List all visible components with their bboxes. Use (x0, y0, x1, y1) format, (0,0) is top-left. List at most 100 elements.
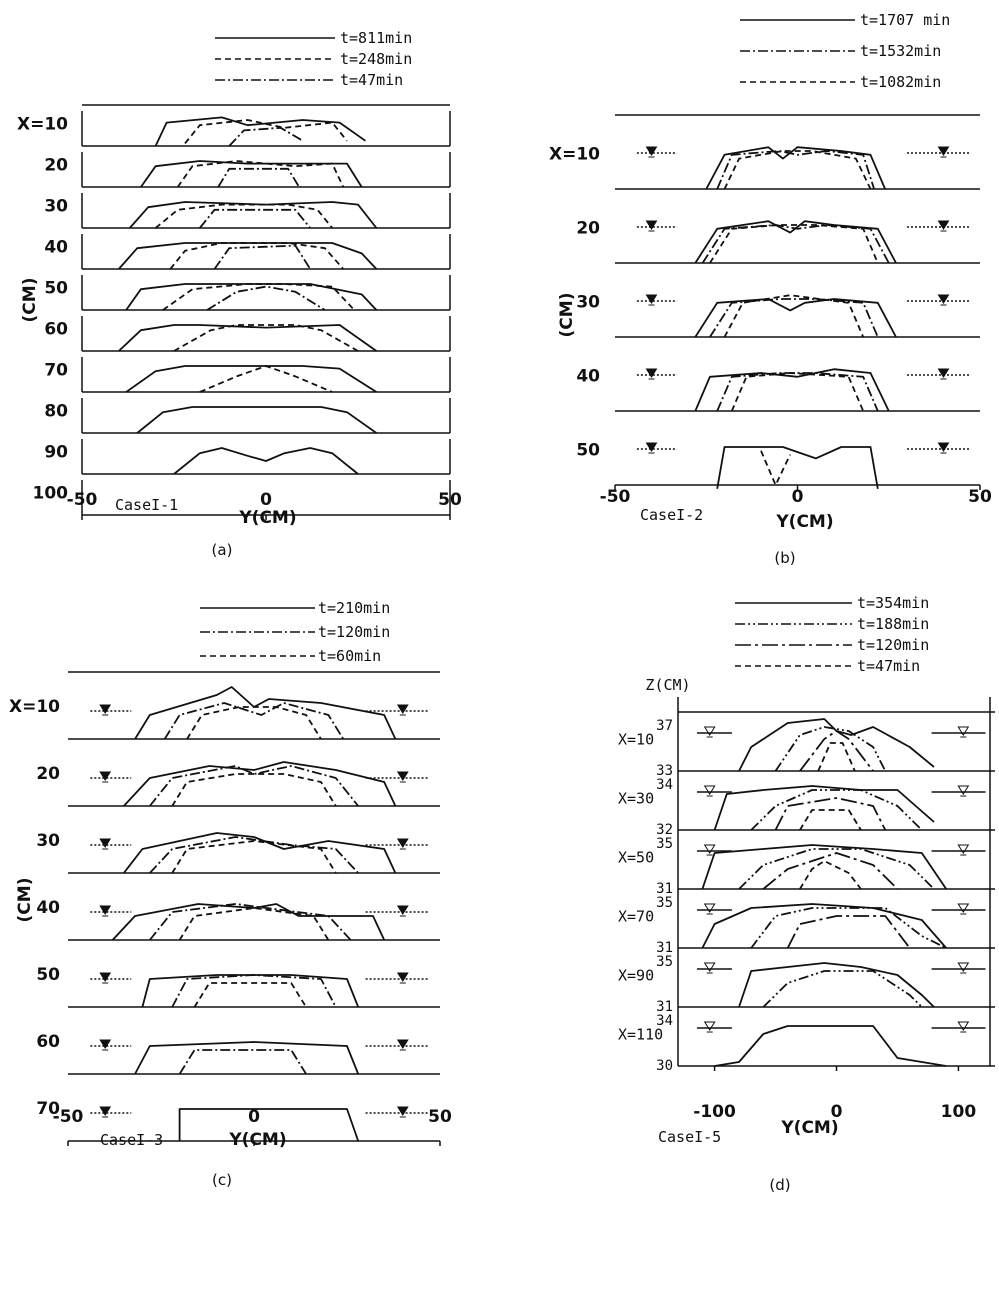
profile-line (125, 283, 378, 311)
water-level-icon (937, 442, 950, 452)
water-level-icon (703, 726, 716, 736)
profile-line (714, 1025, 947, 1067)
row-label: 20 (36, 764, 60, 784)
profile-line (125, 365, 377, 393)
profile-line (206, 285, 326, 311)
z-axis-label: Z(CM) (645, 676, 690, 694)
water-level-icon (645, 442, 658, 452)
water-level-icon (396, 704, 409, 714)
row-label: X=10 (618, 730, 654, 748)
water-level-icon (396, 838, 409, 848)
panel-1: t=1707 min t=1532min t=1082min X=10 20 30 40 50… (549, 11, 992, 567)
row-40: 40 (44, 234, 451, 270)
profile-line (123, 832, 397, 874)
x-tick-label: 100 (941, 1102, 977, 1122)
water-level-icon (99, 1106, 112, 1116)
profile-line (178, 1049, 307, 1075)
x-tick-label: 50 (968, 487, 992, 507)
row-label: 50 (44, 279, 68, 299)
profile-line (716, 150, 875, 190)
profile-line (149, 765, 359, 807)
water-level-icon (937, 368, 950, 378)
profile-line (111, 903, 386, 941)
profile-line (774, 726, 887, 772)
water-level-icon (99, 905, 112, 915)
row-60: 60 (44, 316, 451, 352)
row-label: X=10 (549, 144, 600, 164)
profile-line (173, 324, 359, 352)
profile-line (213, 244, 311, 270)
profile-line (760, 450, 792, 486)
profile-line (713, 785, 935, 831)
case-label: CaseI-3 (100, 1131, 163, 1149)
row-label: 30 (44, 197, 68, 217)
legend-label: t=210min (318, 599, 390, 617)
profile-line (154, 116, 366, 147)
x-tick-label: -50 (67, 490, 98, 510)
water-level-icon (703, 844, 716, 854)
x-tick-label: 50 (428, 1107, 452, 1127)
water-level-icon (396, 972, 409, 982)
profile-line (786, 915, 911, 949)
profile-line (750, 907, 947, 949)
profile-line (217, 167, 300, 188)
z-tick-label: 34 (656, 777, 673, 793)
row-label: X=10 (9, 697, 60, 717)
water-level-icon (703, 962, 716, 972)
panel-label: (c) (212, 1171, 232, 1189)
profile-line (730, 372, 865, 412)
water-level-icon (396, 1039, 409, 1049)
x-tick-label: 0 (248, 1107, 260, 1127)
row-label: 20 (44, 156, 68, 176)
profile-line (817, 742, 856, 772)
panel-0: t=811min t=248min t=47min X=10 20 30 40 50 60 70 8… (17, 29, 462, 559)
profile-line (129, 201, 378, 229)
row-label: 50 (576, 440, 600, 460)
profile-line (162, 283, 355, 311)
row-10: X=10 (9, 671, 440, 740)
water-level-icon (957, 785, 970, 795)
water-level-icon (645, 220, 658, 230)
legend-label: t=354min (857, 594, 929, 612)
row-40: 40 (36, 898, 440, 941)
profile-line (694, 298, 897, 338)
z-tick-label: 31 (656, 881, 673, 897)
row-label: 60 (36, 1032, 60, 1052)
water-level-icon (396, 771, 409, 781)
legend-label: t=1082min (860, 73, 941, 91)
profile-line (169, 242, 344, 270)
profile-line (171, 974, 337, 1008)
profile-line (186, 706, 322, 740)
row-label: X=30 (618, 789, 654, 807)
water-level-icon (957, 903, 970, 913)
row-60: 60 (36, 1032, 440, 1075)
y-axis-label: (CM) (20, 278, 40, 323)
water-level-icon (99, 972, 112, 982)
profile-line (171, 840, 337, 874)
profile-line (762, 970, 923, 1008)
profile-line (178, 1108, 360, 1142)
row-90: 90 (44, 439, 451, 475)
profile-line (140, 160, 363, 188)
x-tick-label: 0 (831, 1102, 843, 1122)
case-label: CaseI-1 (115, 496, 178, 514)
panel-label: (a) (212, 541, 233, 559)
profile-line (716, 446, 879, 489)
row-30: 30 (36, 831, 440, 874)
profile-line (701, 224, 890, 264)
water-level-icon (703, 903, 716, 913)
x-axis-label: Y(CM) (228, 1130, 286, 1150)
row-label: 100 (33, 484, 69, 504)
water-level-icon (99, 704, 112, 714)
water-level-icon (645, 146, 658, 156)
profile-line (199, 365, 333, 393)
water-level-icon (645, 368, 658, 378)
row-label: 30 (36, 831, 60, 851)
row-30: 30 (44, 193, 451, 229)
legend-label: t=248min (340, 50, 412, 68)
profile-line (762, 852, 899, 890)
